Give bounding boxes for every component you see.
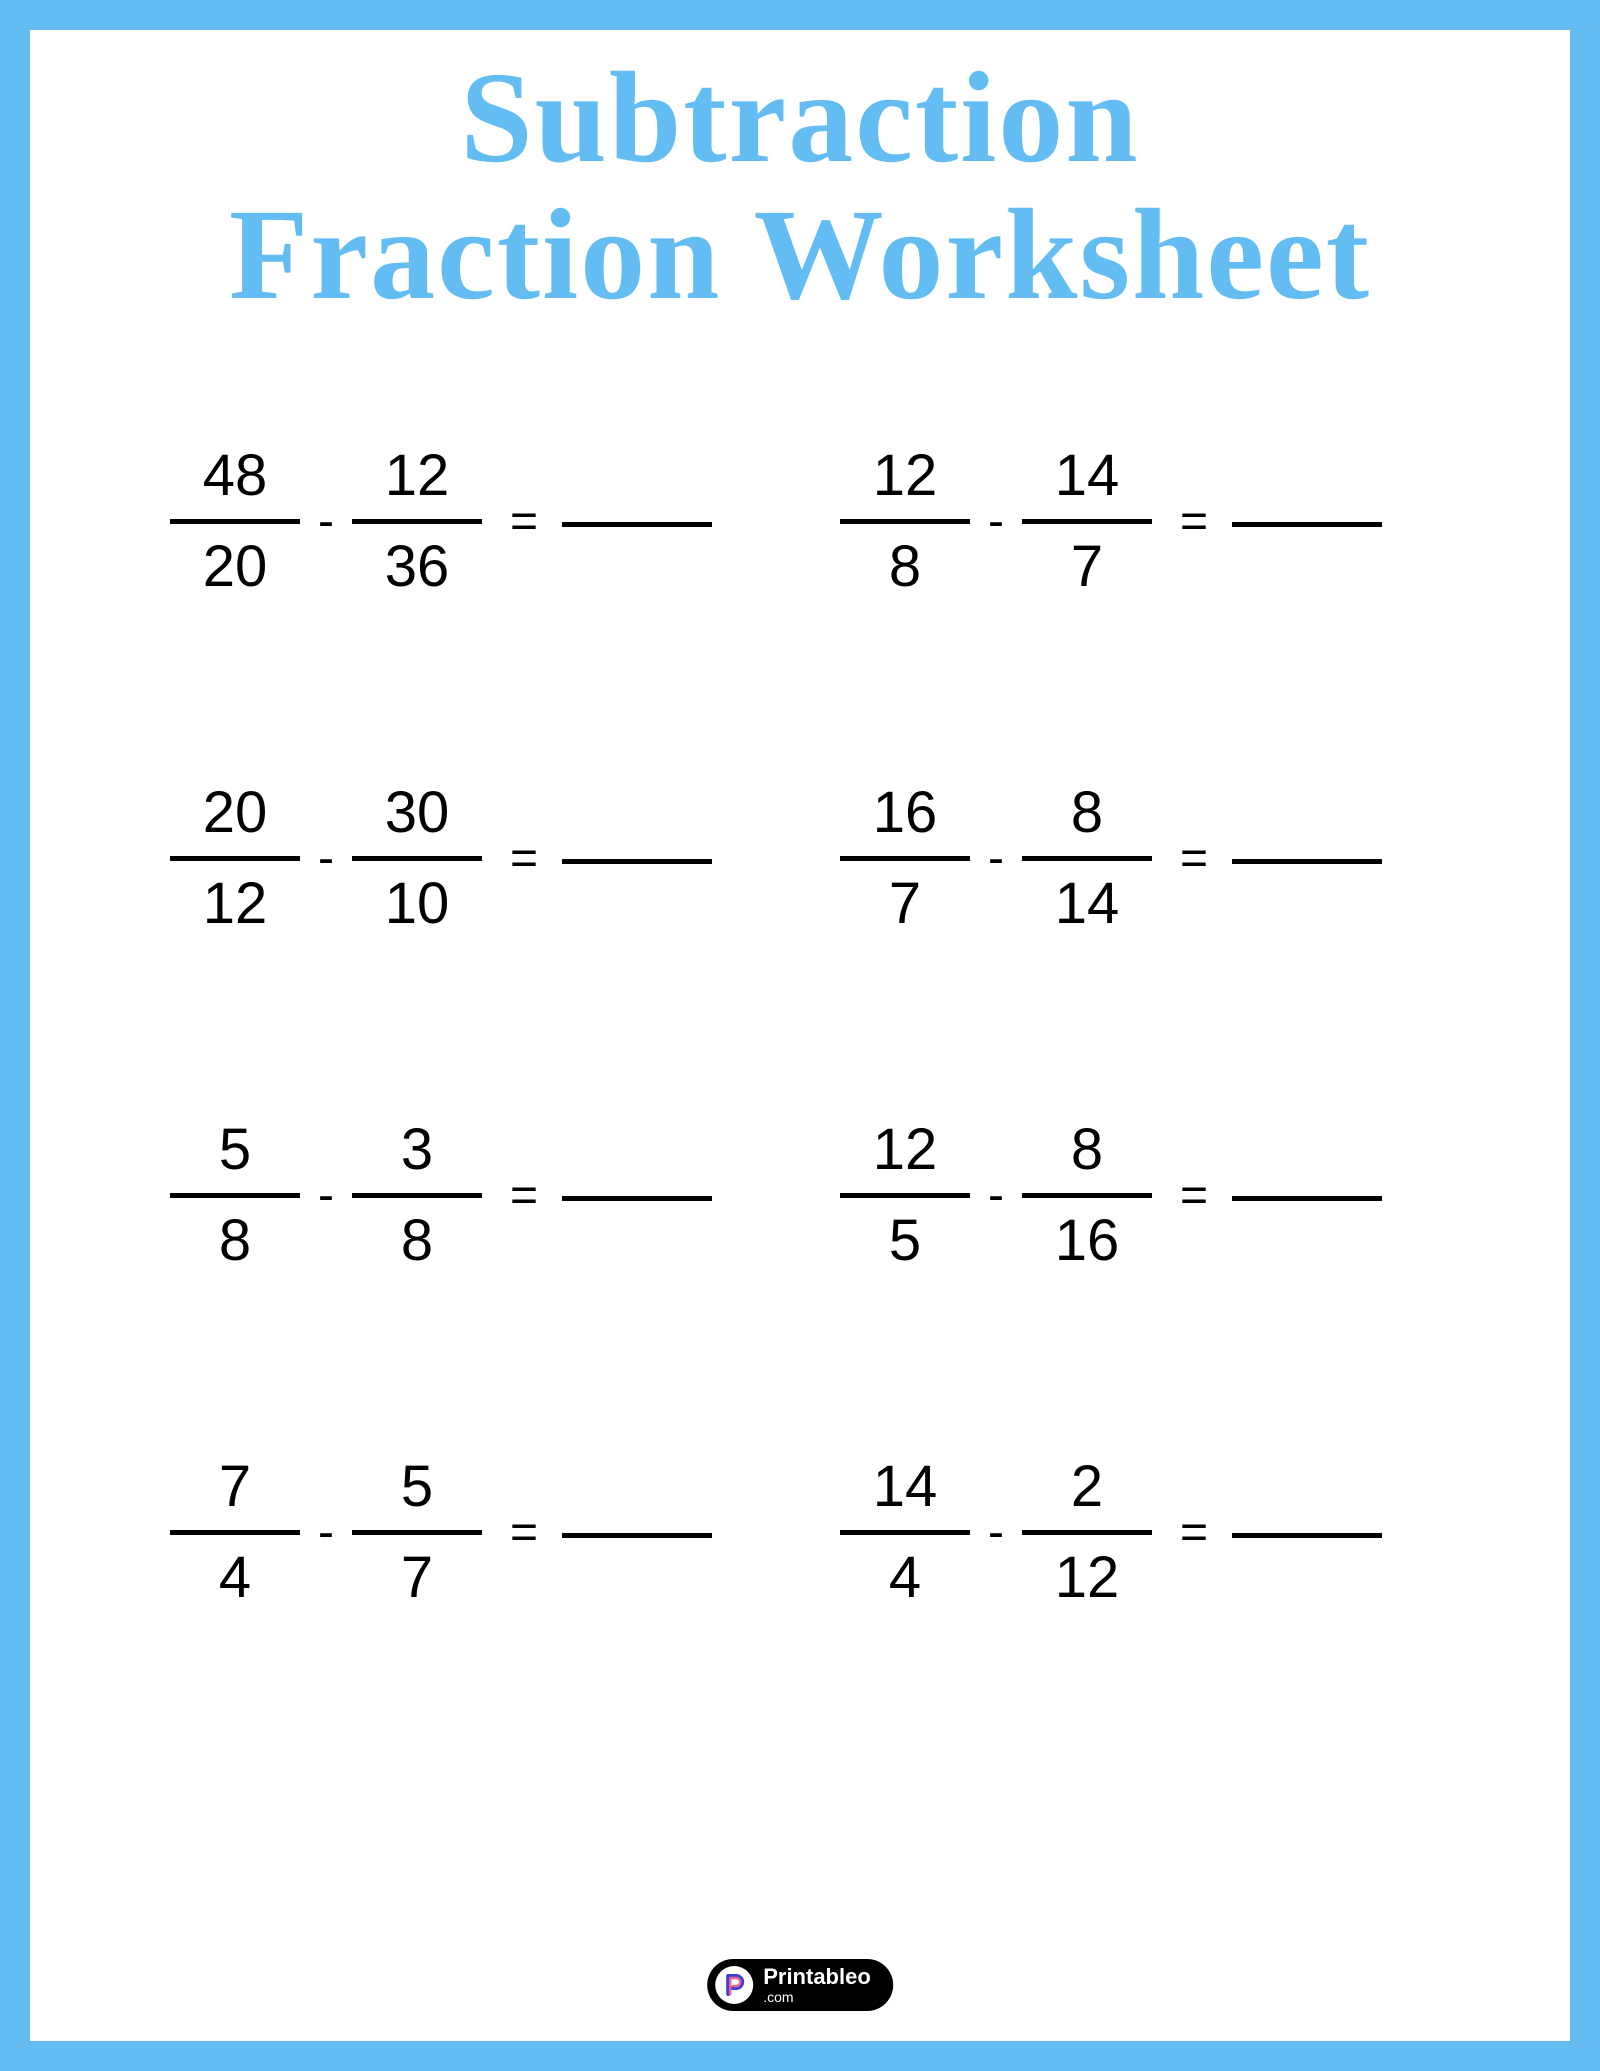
denominator: 8 xyxy=(850,524,960,610)
worksheet-page: Subtraction Fraction Worksheet 48 20 - 1… xyxy=(0,0,1600,2071)
printableo-icon xyxy=(715,1966,753,2004)
equals-sign: = xyxy=(1152,494,1232,549)
numerator: 14 xyxy=(1032,433,1142,519)
denominator: 14 xyxy=(1032,861,1142,947)
numerator: 14 xyxy=(850,1444,960,1530)
fraction-b: 8 16 xyxy=(1022,1107,1152,1284)
problem: 48 20 - 12 36 = xyxy=(170,433,800,610)
numerator: 7 xyxy=(180,1444,290,1530)
fraction-b: 12 36 xyxy=(352,433,482,610)
denominator: 10 xyxy=(362,861,472,947)
minus-operator: - xyxy=(300,1168,352,1223)
numerator: 5 xyxy=(180,1107,290,1193)
numerator: 20 xyxy=(180,770,290,856)
problem: 7 4 - 5 7 = xyxy=(170,1444,800,1621)
answer-blank[interactable] xyxy=(1232,522,1382,527)
minus-operator: - xyxy=(970,1505,1022,1560)
numerator: 48 xyxy=(180,433,290,519)
fraction-a: 14 4 xyxy=(840,1444,970,1621)
numerator: 12 xyxy=(850,433,960,519)
answer-blank[interactable] xyxy=(1232,859,1382,864)
fraction-a: 12 8 xyxy=(840,433,970,610)
equals-sign: = xyxy=(482,494,562,549)
denominator: 20 xyxy=(180,524,290,610)
denominator: 5 xyxy=(850,1198,960,1284)
denominator: 36 xyxy=(362,524,472,610)
denominator: 16 xyxy=(1032,1198,1142,1284)
equals-sign: = xyxy=(482,1168,562,1223)
numerator: 30 xyxy=(362,770,472,856)
problem: 12 8 - 14 7 = xyxy=(840,433,1470,610)
denominator: 12 xyxy=(1032,1535,1142,1621)
answer-blank[interactable] xyxy=(1232,1196,1382,1201)
worksheet-title: Subtraction Fraction Worksheet xyxy=(30,50,1570,323)
footer-logo: Printableo .com xyxy=(707,1959,893,2011)
numerator: 8 xyxy=(1032,1107,1142,1193)
numerator: 12 xyxy=(850,1107,960,1193)
minus-operator: - xyxy=(300,831,352,886)
minus-operator: - xyxy=(300,494,352,549)
denominator: 4 xyxy=(850,1535,960,1621)
numerator: 12 xyxy=(362,433,472,519)
equals-sign: = xyxy=(1152,831,1232,886)
fraction-b: 3 8 xyxy=(352,1107,482,1284)
fraction-b: 14 7 xyxy=(1022,433,1152,610)
numerator: 2 xyxy=(1032,1444,1142,1530)
fraction-b: 30 10 xyxy=(352,770,482,947)
denominator: 8 xyxy=(180,1198,290,1284)
problem: 20 12 - 30 10 = xyxy=(170,770,800,947)
fraction-a: 5 8 xyxy=(170,1107,300,1284)
problem: 14 4 - 2 12 = xyxy=(840,1444,1470,1621)
fraction-b: 8 14 xyxy=(1022,770,1152,947)
answer-blank[interactable] xyxy=(562,522,712,527)
answer-blank[interactable] xyxy=(562,859,712,864)
answer-blank[interactable] xyxy=(562,1196,712,1201)
numerator: 3 xyxy=(362,1107,472,1193)
fraction-b: 2 12 xyxy=(1022,1444,1152,1621)
fraction-b: 5 7 xyxy=(352,1444,482,1621)
denominator: 12 xyxy=(180,861,290,947)
problem: 5 8 - 3 8 = xyxy=(170,1107,800,1284)
denominator: 4 xyxy=(180,1535,290,1621)
footer-brand: Printableo xyxy=(763,1966,871,1988)
minus-operator: - xyxy=(300,1505,352,1560)
equals-sign: = xyxy=(1152,1168,1232,1223)
minus-operator: - xyxy=(970,831,1022,886)
problems-grid: 48 20 - 12 36 = 12 8 - 14 7 xyxy=(30,433,1570,1621)
footer-domain: .com xyxy=(763,1990,871,2004)
equals-sign: = xyxy=(1152,1505,1232,1560)
answer-blank[interactable] xyxy=(562,1533,712,1538)
minus-operator: - xyxy=(970,494,1022,549)
fraction-a: 16 7 xyxy=(840,770,970,947)
denominator: 7 xyxy=(850,861,960,947)
fraction-a: 48 20 xyxy=(170,433,300,610)
numerator: 16 xyxy=(850,770,960,856)
fraction-a: 12 5 xyxy=(840,1107,970,1284)
title-line-2: Fraction Worksheet xyxy=(229,183,1371,327)
footer-logo-text: Printableo .com xyxy=(763,1966,871,2004)
answer-blank[interactable] xyxy=(1232,1533,1382,1538)
denominator: 7 xyxy=(362,1535,472,1621)
denominator: 8 xyxy=(362,1198,472,1284)
equals-sign: = xyxy=(482,1505,562,1560)
title-line-1: Subtraction xyxy=(460,46,1139,190)
denominator: 7 xyxy=(1032,524,1142,610)
fraction-a: 20 12 xyxy=(170,770,300,947)
problem: 16 7 - 8 14 = xyxy=(840,770,1470,947)
numerator: 8 xyxy=(1032,770,1142,856)
fraction-a: 7 4 xyxy=(170,1444,300,1621)
problem: 12 5 - 8 16 = xyxy=(840,1107,1470,1284)
equals-sign: = xyxy=(482,831,562,886)
numerator: 5 xyxy=(362,1444,472,1530)
minus-operator: - xyxy=(970,1168,1022,1223)
